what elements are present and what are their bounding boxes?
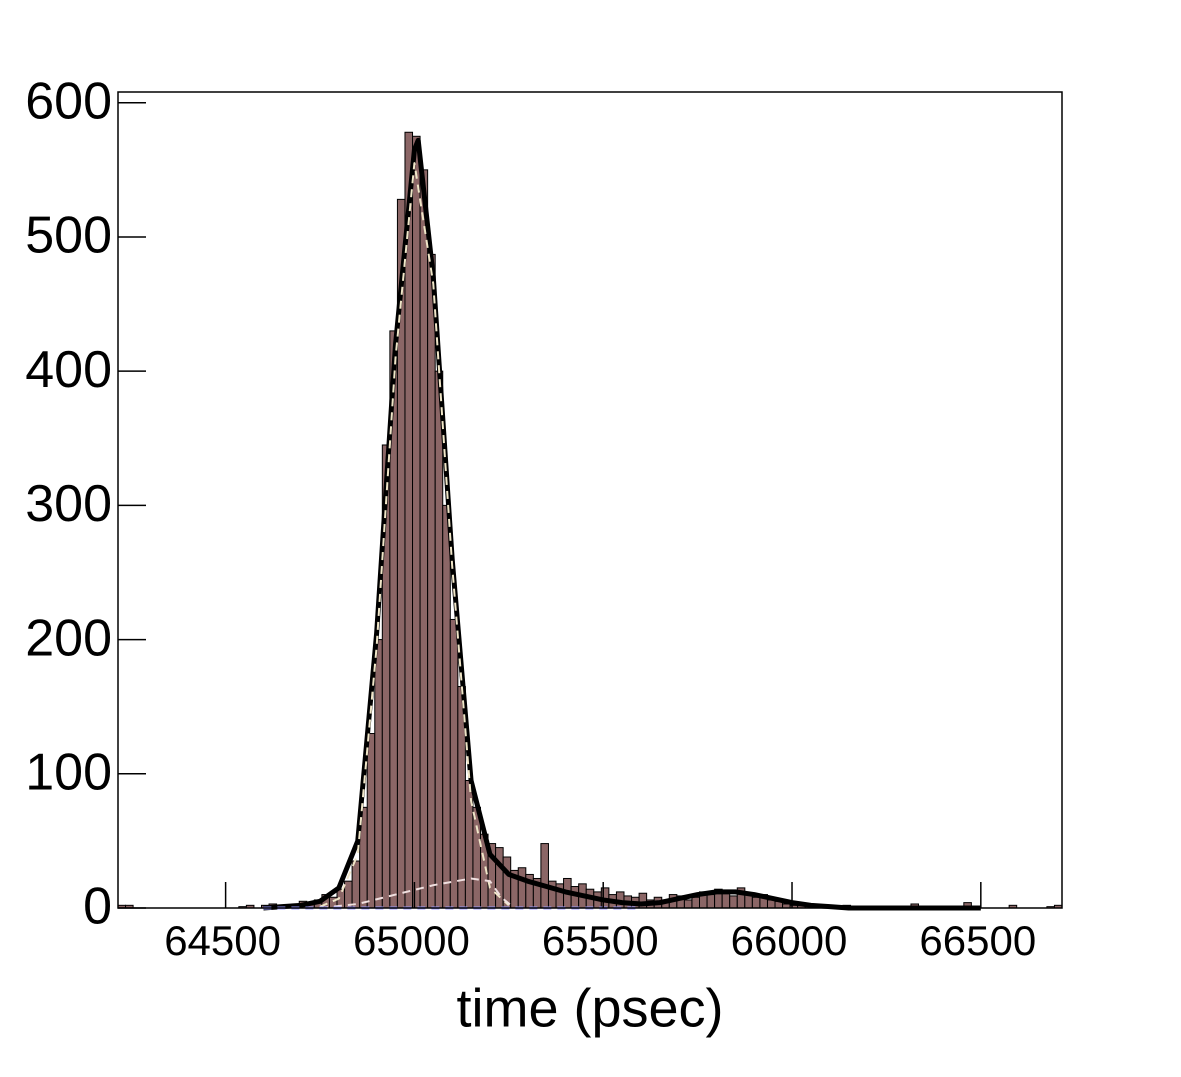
x-tick-label: 64500 bbox=[164, 917, 281, 964]
y-tick-label: 400 bbox=[25, 341, 112, 399]
plot-frame bbox=[117, 91, 1063, 909]
histogram-bar bbox=[442, 504, 451, 909]
fit-line bbox=[319, 877, 514, 909]
histogram-bar bbox=[412, 135, 421, 909]
fit-line bbox=[263, 137, 981, 911]
histogram-bar bbox=[374, 639, 383, 909]
y-tick-label: 100 bbox=[25, 744, 112, 802]
histogram-bar bbox=[570, 886, 580, 909]
histogram-bar bbox=[351, 860, 361, 909]
x-tick-label: 65000 bbox=[353, 917, 470, 964]
y-tick-label: 300 bbox=[25, 475, 112, 533]
y-tick-label: 0 bbox=[83, 878, 112, 936]
histogram-bar bbox=[434, 370, 444, 909]
histogram-bar bbox=[419, 169, 429, 909]
histogram-bar bbox=[517, 867, 527, 909]
histogram-bar bbox=[449, 618, 459, 909]
x-axis-label: time (psec) bbox=[456, 978, 723, 1038]
y-tick-label: 600 bbox=[25, 72, 112, 130]
y-tick-label: 500 bbox=[25, 207, 112, 265]
histogram-bar bbox=[751, 896, 761, 909]
histogram-bar bbox=[495, 847, 504, 909]
histogram-bar bbox=[729, 895, 738, 909]
histogram-bar bbox=[427, 253, 436, 909]
x-tick-label: 65500 bbox=[542, 917, 659, 964]
y-tick-label: 200 bbox=[25, 609, 112, 667]
x-tick-label: 66500 bbox=[919, 917, 1036, 964]
histogram-bar bbox=[366, 733, 376, 909]
histogram-bar bbox=[706, 894, 716, 909]
fit-line bbox=[319, 162, 510, 908]
histogram-bar bbox=[540, 843, 549, 909]
x-tick-label: 66000 bbox=[731, 917, 848, 964]
histogram-bar bbox=[691, 896, 701, 909]
histogram-bar bbox=[683, 899, 693, 909]
